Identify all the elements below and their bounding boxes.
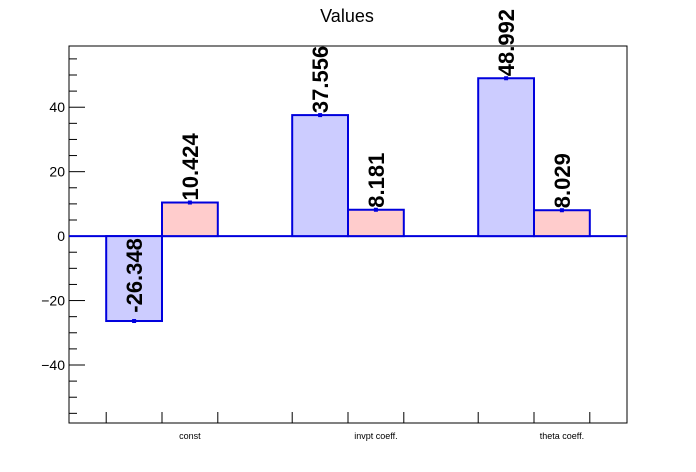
bar xyxy=(161,201,219,238)
bars xyxy=(105,76,591,324)
bar-marker xyxy=(132,319,137,324)
bar xyxy=(533,209,591,238)
y-tick-label: 0 xyxy=(57,228,65,244)
bar xyxy=(291,114,350,238)
value-label: 10.424 xyxy=(178,132,203,200)
value-label: 8.181 xyxy=(364,153,389,208)
x-category-label: invpt coeff. xyxy=(354,431,397,441)
y-tick-label: −20 xyxy=(41,293,65,309)
x-category-label: const xyxy=(179,431,201,441)
value-label: 37.556 xyxy=(308,46,333,113)
bar-marker xyxy=(187,200,192,205)
y-tick-label: 40 xyxy=(49,99,65,115)
y-tick-label: 20 xyxy=(49,164,65,180)
bar-marker xyxy=(559,208,564,213)
bar xyxy=(477,77,536,238)
bar-marker xyxy=(318,113,323,118)
value-label: -26.348 xyxy=(122,238,147,313)
chart-title: Values xyxy=(320,6,374,26)
y-tick-label: −40 xyxy=(41,357,65,373)
bar-marker xyxy=(373,207,378,212)
bar xyxy=(347,208,405,238)
value-labels: -26.348 37.556 48.992 10.424 8.181 8.029 xyxy=(122,9,575,313)
x-category-label: theta coeff. xyxy=(540,431,584,441)
value-label: 8.029 xyxy=(550,153,575,208)
value-label: 48.992 xyxy=(494,9,519,76)
bar-marker xyxy=(504,76,509,81)
axes: −40 −20 0 20 40 const invpt coeff. theta coeff. xyxy=(41,45,628,441)
